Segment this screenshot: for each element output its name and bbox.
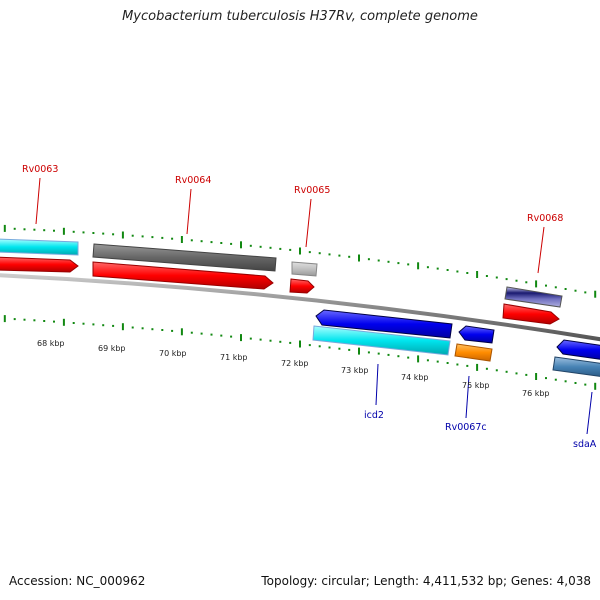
kbp-label: 72 kbp bbox=[281, 359, 309, 368]
cds-icd2 bbox=[315, 309, 453, 339]
gene-label-icd2: icd2 bbox=[364, 410, 384, 421]
cyan-feature-icd2 bbox=[312, 325, 451, 356]
kbp-label: 76 kbp bbox=[522, 389, 550, 398]
cyan-feature-left bbox=[0, 238, 79, 256]
forward-features bbox=[0, 238, 563, 325]
genome-backbone bbox=[0, 273, 600, 342]
steel-feature-sdaA bbox=[552, 356, 600, 377]
outer-tick-track bbox=[3, 224, 597, 298]
accession-text: Accession: NC_000962 bbox=[9, 574, 146, 588]
light-feature-rv0065 bbox=[291, 261, 318, 277]
navy-feature-rv0068 bbox=[504, 286, 563, 308]
cds-rv0065 bbox=[289, 278, 315, 294]
cds-sdaA bbox=[556, 339, 600, 360]
callout-rv0064 bbox=[186, 188, 192, 235]
kbp-label: 69 kbp bbox=[98, 344, 126, 353]
label-callouts bbox=[35, 177, 593, 435]
callout-rv0065 bbox=[305, 198, 312, 248]
gene-label-rv0065: Rv0065 bbox=[294, 185, 330, 196]
gene-label-sdaA: sdaA bbox=[573, 439, 597, 450]
reverse-features bbox=[312, 309, 600, 377]
gene-label-rv0063: Rv0063 bbox=[22, 164, 58, 175]
orange-feature-rv0067c bbox=[454, 343, 493, 362]
gene-label-rv0064: Rv0064 bbox=[175, 175, 211, 186]
callout-rv0067c bbox=[465, 375, 470, 419]
callout-rv0068 bbox=[537, 226, 545, 274]
kbp-label: 68 kbp bbox=[37, 339, 65, 348]
callout-rv0063 bbox=[35, 177, 41, 225]
gene-label-rv0067c: Rv0067c bbox=[445, 422, 487, 433]
cds-rv0067c bbox=[458, 325, 495, 344]
kbp-label: 75 kbp bbox=[462, 381, 490, 390]
kbp-label: 74 kbp bbox=[401, 373, 429, 382]
kbp-label: 70 kbp bbox=[159, 349, 187, 358]
callout-sdaA bbox=[586, 391, 593, 435]
callout-icd2 bbox=[375, 363, 379, 406]
inner-tick-track bbox=[3, 315, 597, 390]
cds-left-red bbox=[0, 256, 79, 273]
kbp-label: 73 kbp bbox=[341, 366, 369, 375]
gray-feature-rv0064 bbox=[92, 243, 277, 272]
gene-label-rv0068: Rv0068 bbox=[527, 213, 563, 224]
map-title: Mycobacterium tuberculosis H37Rv, comple… bbox=[122, 9, 478, 24]
cds-rv0064 bbox=[92, 261, 274, 290]
kbp-label: 71 kbp bbox=[220, 353, 248, 362]
topology-text: Topology: circular; Length: 4,411,532 bp… bbox=[261, 574, 591, 588]
cds-rv0068 bbox=[502, 303, 560, 325]
